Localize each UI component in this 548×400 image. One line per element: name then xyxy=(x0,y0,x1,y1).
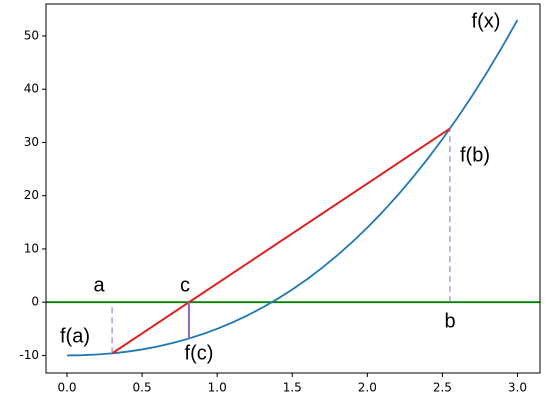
annotation: f(x) xyxy=(472,10,501,32)
y-tick-label: -10 xyxy=(19,348,39,362)
y-tick-label: 0 xyxy=(31,295,39,309)
annotation: a xyxy=(93,274,105,296)
annotation: c xyxy=(180,274,190,296)
x-tick-label: 1.5 xyxy=(283,381,302,395)
x-tick-label: 0.0 xyxy=(57,381,76,395)
x-tick-label: 1.0 xyxy=(208,381,227,395)
x-tick-label: 2.0 xyxy=(358,381,377,395)
y-tick-label: 40 xyxy=(24,82,39,96)
series-line xyxy=(111,127,451,355)
x-tick-label: 3.0 xyxy=(508,381,527,395)
x-tick-label: 0.5 xyxy=(133,381,152,395)
annotation: b xyxy=(444,310,455,332)
plot-frame xyxy=(45,3,541,374)
y-tick-label: 20 xyxy=(24,188,39,202)
y-tick-label: 10 xyxy=(24,241,39,255)
x-tick-label: 2.5 xyxy=(433,381,452,395)
annotation: f(a) xyxy=(60,325,90,347)
series-line xyxy=(67,19,519,357)
annotation: f(b) xyxy=(460,144,490,166)
annotation: f(c) xyxy=(185,342,214,364)
y-tick-label: 50 xyxy=(24,28,39,42)
y-tick-label: 30 xyxy=(24,135,39,149)
